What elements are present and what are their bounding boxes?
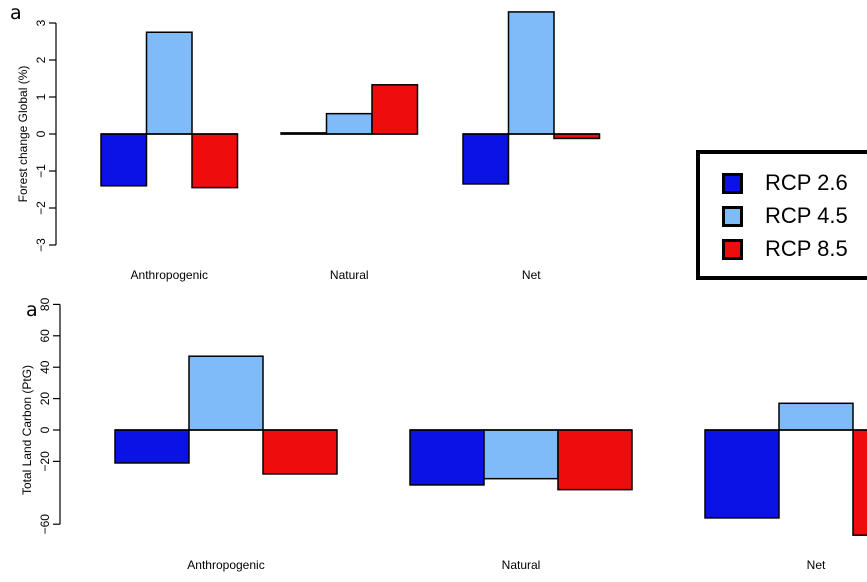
- panel1-y-tick-label: 0: [34, 130, 48, 137]
- panel2-bar: [409, 429, 485, 486]
- legend: RCP 2.6 RCP 4.5 RCP 8.5: [696, 150, 867, 280]
- panel1-category-label: Anthropogenic: [131, 268, 208, 282]
- panel1-y-tick-label: −3: [34, 238, 48, 252]
- panel1-bar: [100, 133, 148, 187]
- legend-swatch-rcp26: [722, 172, 743, 194]
- panel2-y-tick-label: 0: [38, 426, 52, 433]
- panel2-category-label: Anthropogenic: [187, 558, 264, 572]
- panel2-category-label: Natural: [502, 558, 541, 572]
- legend-item-rcp45: RCP 4.5: [722, 201, 848, 231]
- panel2-y-tick-label: −60: [38, 514, 52, 535]
- legend-swatch-rcp85: [722, 238, 743, 260]
- panel2-bar: [114, 429, 190, 464]
- panel2-y-tick-label: 20: [38, 392, 52, 406]
- panel2-y-tick-label: 80: [38, 297, 52, 311]
- panel2-y-tick-label: 60: [38, 329, 52, 343]
- legend-item-rcp26: RCP 2.6: [722, 168, 848, 198]
- panel1-bar: [191, 133, 239, 189]
- panel2-bar: [262, 429, 338, 475]
- panel1-y-tick-label: 3: [34, 19, 48, 26]
- panel1-bar: [371, 84, 419, 135]
- panel1-bar: [462, 133, 510, 185]
- panel1-bar: [145, 31, 193, 135]
- panel1-category-label: Net: [522, 268, 541, 282]
- panel2-bar: [704, 429, 780, 519]
- panel-label-bottom: a: [26, 299, 38, 321]
- legend-label-rcp26: RCP 2.6: [765, 170, 848, 195]
- panel2-bar: [778, 402, 854, 431]
- panel-label-top: a: [10, 2, 22, 24]
- panel1-y-label: Forest change Global (%): [16, 66, 30, 203]
- panel1-bar: [507, 11, 555, 135]
- panel2-bar: [483, 429, 559, 480]
- panel2-bar: [188, 355, 264, 431]
- panel2-bar: [852, 429, 867, 536]
- panel1-category-label: Natural: [330, 268, 369, 282]
- legend-swatch-rcp45: [722, 205, 743, 227]
- panel2-bar: [557, 429, 633, 491]
- panel1-y-tick-label: −2: [34, 201, 48, 215]
- panel1-bar: [325, 112, 373, 135]
- legend-label-rcp85: RCP 8.5: [765, 236, 848, 261]
- panel2-y-tick-label: −20: [38, 451, 52, 472]
- legend-label-rcp45: RCP 4.5: [765, 203, 848, 228]
- panel1-y-tick-label: 2: [34, 56, 48, 63]
- panel2-y-label: Total Land Carbon (PtG): [20, 365, 34, 495]
- panel1-y-tick-label: 1: [34, 93, 48, 100]
- panel1-y-tick-label: −1: [34, 164, 48, 178]
- panel2-y-tick-label: 40: [38, 360, 52, 374]
- panel2-category-label: Net: [807, 558, 826, 572]
- legend-item-rcp85: RCP 8.5: [722, 234, 848, 264]
